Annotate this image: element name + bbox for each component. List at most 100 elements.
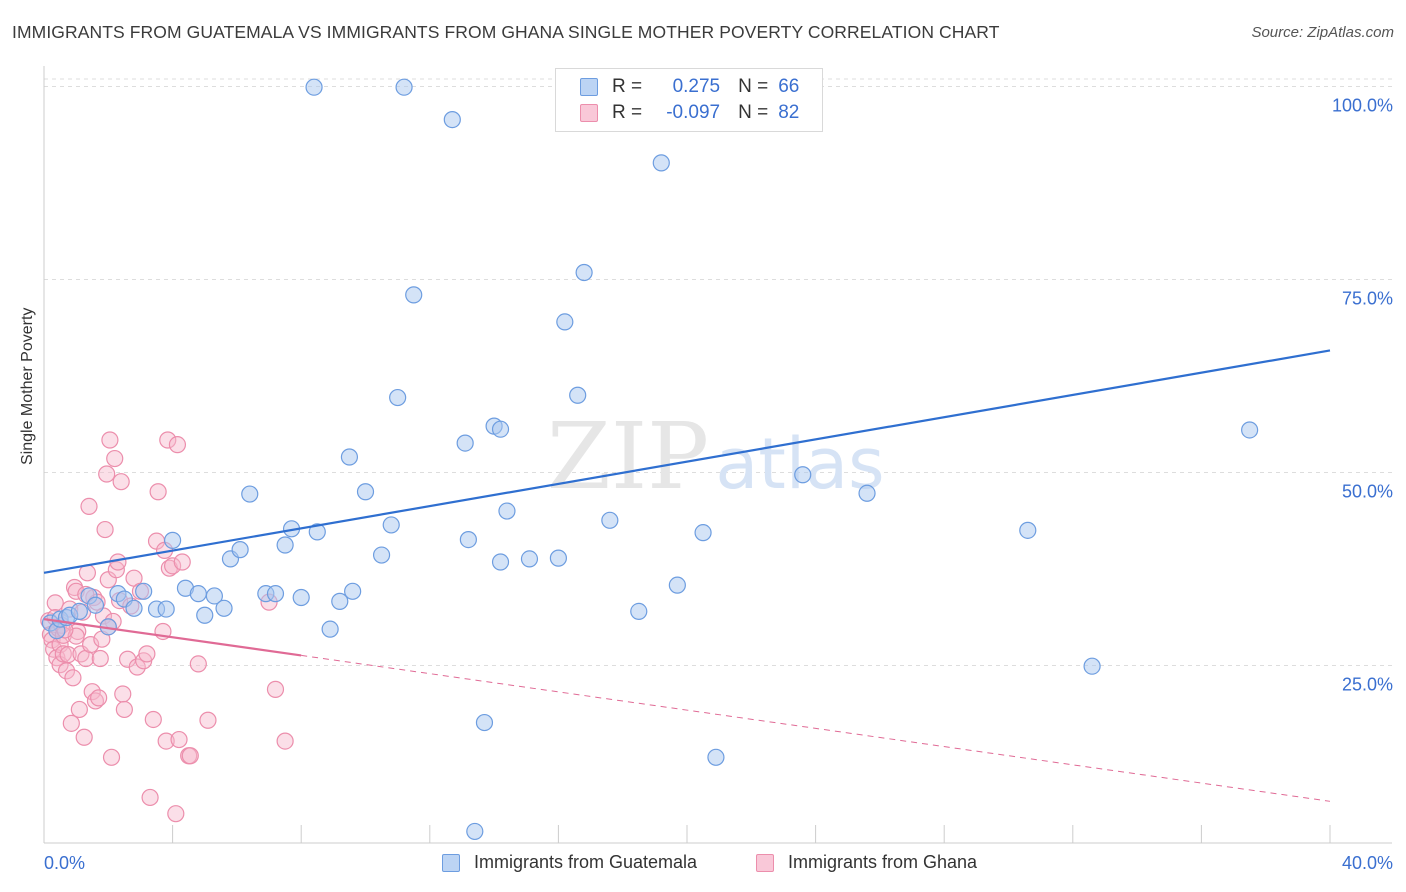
data-point-guatemala	[305, 78, 323, 96]
trend-line-guatemala	[43, 349, 1331, 574]
data-point-ghana	[101, 431, 119, 449]
data-point-ghana	[114, 685, 132, 703]
data-point-ghana	[170, 730, 188, 749]
data-point-ghana	[164, 557, 182, 575]
legend-row-guatemala: R = 0.275 N = 66	[580, 74, 799, 100]
legend-r-value: 0.275	[672, 76, 721, 97]
data-point-guatemala	[794, 466, 812, 484]
data-point-ghana	[168, 436, 187, 454]
data-point-ghana	[199, 711, 217, 729]
data-point-guatemala	[694, 524, 712, 542]
data-point-guatemala	[466, 822, 484, 841]
watermark-zip: ZIP	[547, 403, 709, 510]
data-point-guatemala	[205, 587, 223, 605]
data-point-ghana	[112, 473, 130, 491]
guatemala-swatch	[442, 853, 460, 872]
data-point-guatemala	[520, 550, 539, 568]
data-point-guatemala	[356, 483, 375, 501]
data-point-ghana	[149, 483, 167, 501]
data-point-ghana	[128, 658, 146, 676]
data-point-guatemala	[652, 154, 670, 172]
legend-r-label: R =	[612, 76, 643, 97]
bottom-legend-ghana: Immigrants from Ghana	[756, 852, 977, 873]
data-point-guatemala	[395, 78, 413, 96]
x-tick-label: 40.0%	[1342, 853, 1393, 873]
data-point-guatemala	[549, 549, 568, 567]
data-point-ghana	[157, 732, 175, 750]
data-point-guatemala	[1083, 657, 1101, 675]
data-point-guatemala	[382, 516, 400, 534]
y-axis-label: Single Mother Poverty	[19, 307, 36, 465]
data-point-guatemala	[189, 585, 207, 603]
ghana-swatch	[580, 104, 598, 122]
data-point-ghana	[91, 649, 109, 668]
bottom-legend-guatemala: Immigrants from Guatemala	[442, 852, 697, 873]
data-point-ghana	[115, 700, 133, 719]
data-point-ghana	[59, 646, 77, 664]
data-point-guatemala	[266, 585, 285, 603]
legend-n-label: N =	[738, 76, 769, 97]
legend-r-label: R =	[612, 102, 643, 123]
data-point-guatemala	[344, 582, 362, 600]
data-point-ghana	[70, 700, 88, 719]
y-tick-label: 25.0%	[1342, 674, 1393, 694]
chart-title: IMMIGRANTS FROM GUATEMALA VS IMMIGRANTS …	[12, 22, 1000, 42]
bottom-legend-ghana-label: Immigrants from Ghana	[788, 852, 978, 872]
guatemala-series	[41, 78, 1259, 841]
data-point-ghana	[64, 669, 82, 687]
data-point-ghana	[276, 732, 294, 750]
data-point-guatemala	[321, 620, 339, 638]
trend-line-ghana-extension	[301, 654, 1331, 802]
data-point-guatemala	[858, 484, 876, 502]
legend-n-label: N =	[738, 102, 769, 123]
correlation-legend: R = 0.275 N = 66 R = -0.097 N = 82	[555, 68, 823, 132]
bottom-legend-guatemala-label: Immigrants from Guatemala	[474, 852, 698, 872]
data-point-guatemala	[601, 511, 619, 529]
data-point-ghana	[189, 655, 207, 673]
trend-line-ghana	[43, 618, 302, 657]
data-point-guatemala	[86, 596, 105, 614]
data-point-ghana	[173, 553, 191, 571]
data-point-guatemala	[164, 531, 182, 549]
data-point-guatemala	[231, 541, 249, 559]
data-point-ghana	[167, 805, 185, 823]
watermark: ZIP atlas	[547, 403, 885, 510]
data-point-guatemala	[241, 485, 259, 503]
y-tick-label: 100.0%	[1332, 95, 1393, 115]
data-point-guatemala	[575, 263, 593, 282]
ghana-swatch	[756, 853, 774, 872]
data-point-guatemala	[331, 592, 349, 610]
data-point-ghana	[83, 683, 101, 701]
data-point-guatemala	[491, 553, 510, 571]
data-point-guatemala	[630, 602, 648, 621]
data-point-guatemala	[569, 386, 587, 404]
data-point-ghana	[266, 680, 285, 698]
legend-r-value: -0.097	[666, 102, 721, 123]
source-label: Source: ZipAtlas.com	[1251, 24, 1394, 41]
data-point-guatemala	[491, 420, 510, 438]
data-point-guatemala	[475, 713, 494, 732]
watermark-atlas: atlas	[715, 423, 884, 505]
data-point-guatemala	[372, 546, 391, 564]
legend-n-value: 82	[778, 102, 800, 123]
data-point-ghana	[181, 747, 199, 765]
data-point-ghana	[159, 431, 177, 449]
grid	[44, 78, 1392, 666]
data-point-ghana	[90, 689, 108, 707]
data-point-guatemala	[1019, 521, 1037, 539]
data-point-ghana	[144, 710, 162, 729]
data-point-guatemala	[405, 286, 423, 304]
data-point-ghana	[106, 449, 124, 468]
data-point-ghana	[54, 645, 72, 663]
legend-row-ghana: R = -0.097 N = 82	[580, 100, 799, 126]
data-point-guatemala	[292, 588, 310, 607]
trend-lines	[43, 349, 1331, 802]
data-point-ghana	[138, 645, 156, 663]
data-point-guatemala	[389, 388, 407, 407]
data-point-guatemala	[276, 536, 294, 554]
data-point-guatemala	[125, 599, 143, 617]
data-point-guatemala	[443, 111, 461, 129]
y-tick-label: 50.0%	[1342, 481, 1393, 501]
data-point-guatemala	[707, 748, 725, 766]
